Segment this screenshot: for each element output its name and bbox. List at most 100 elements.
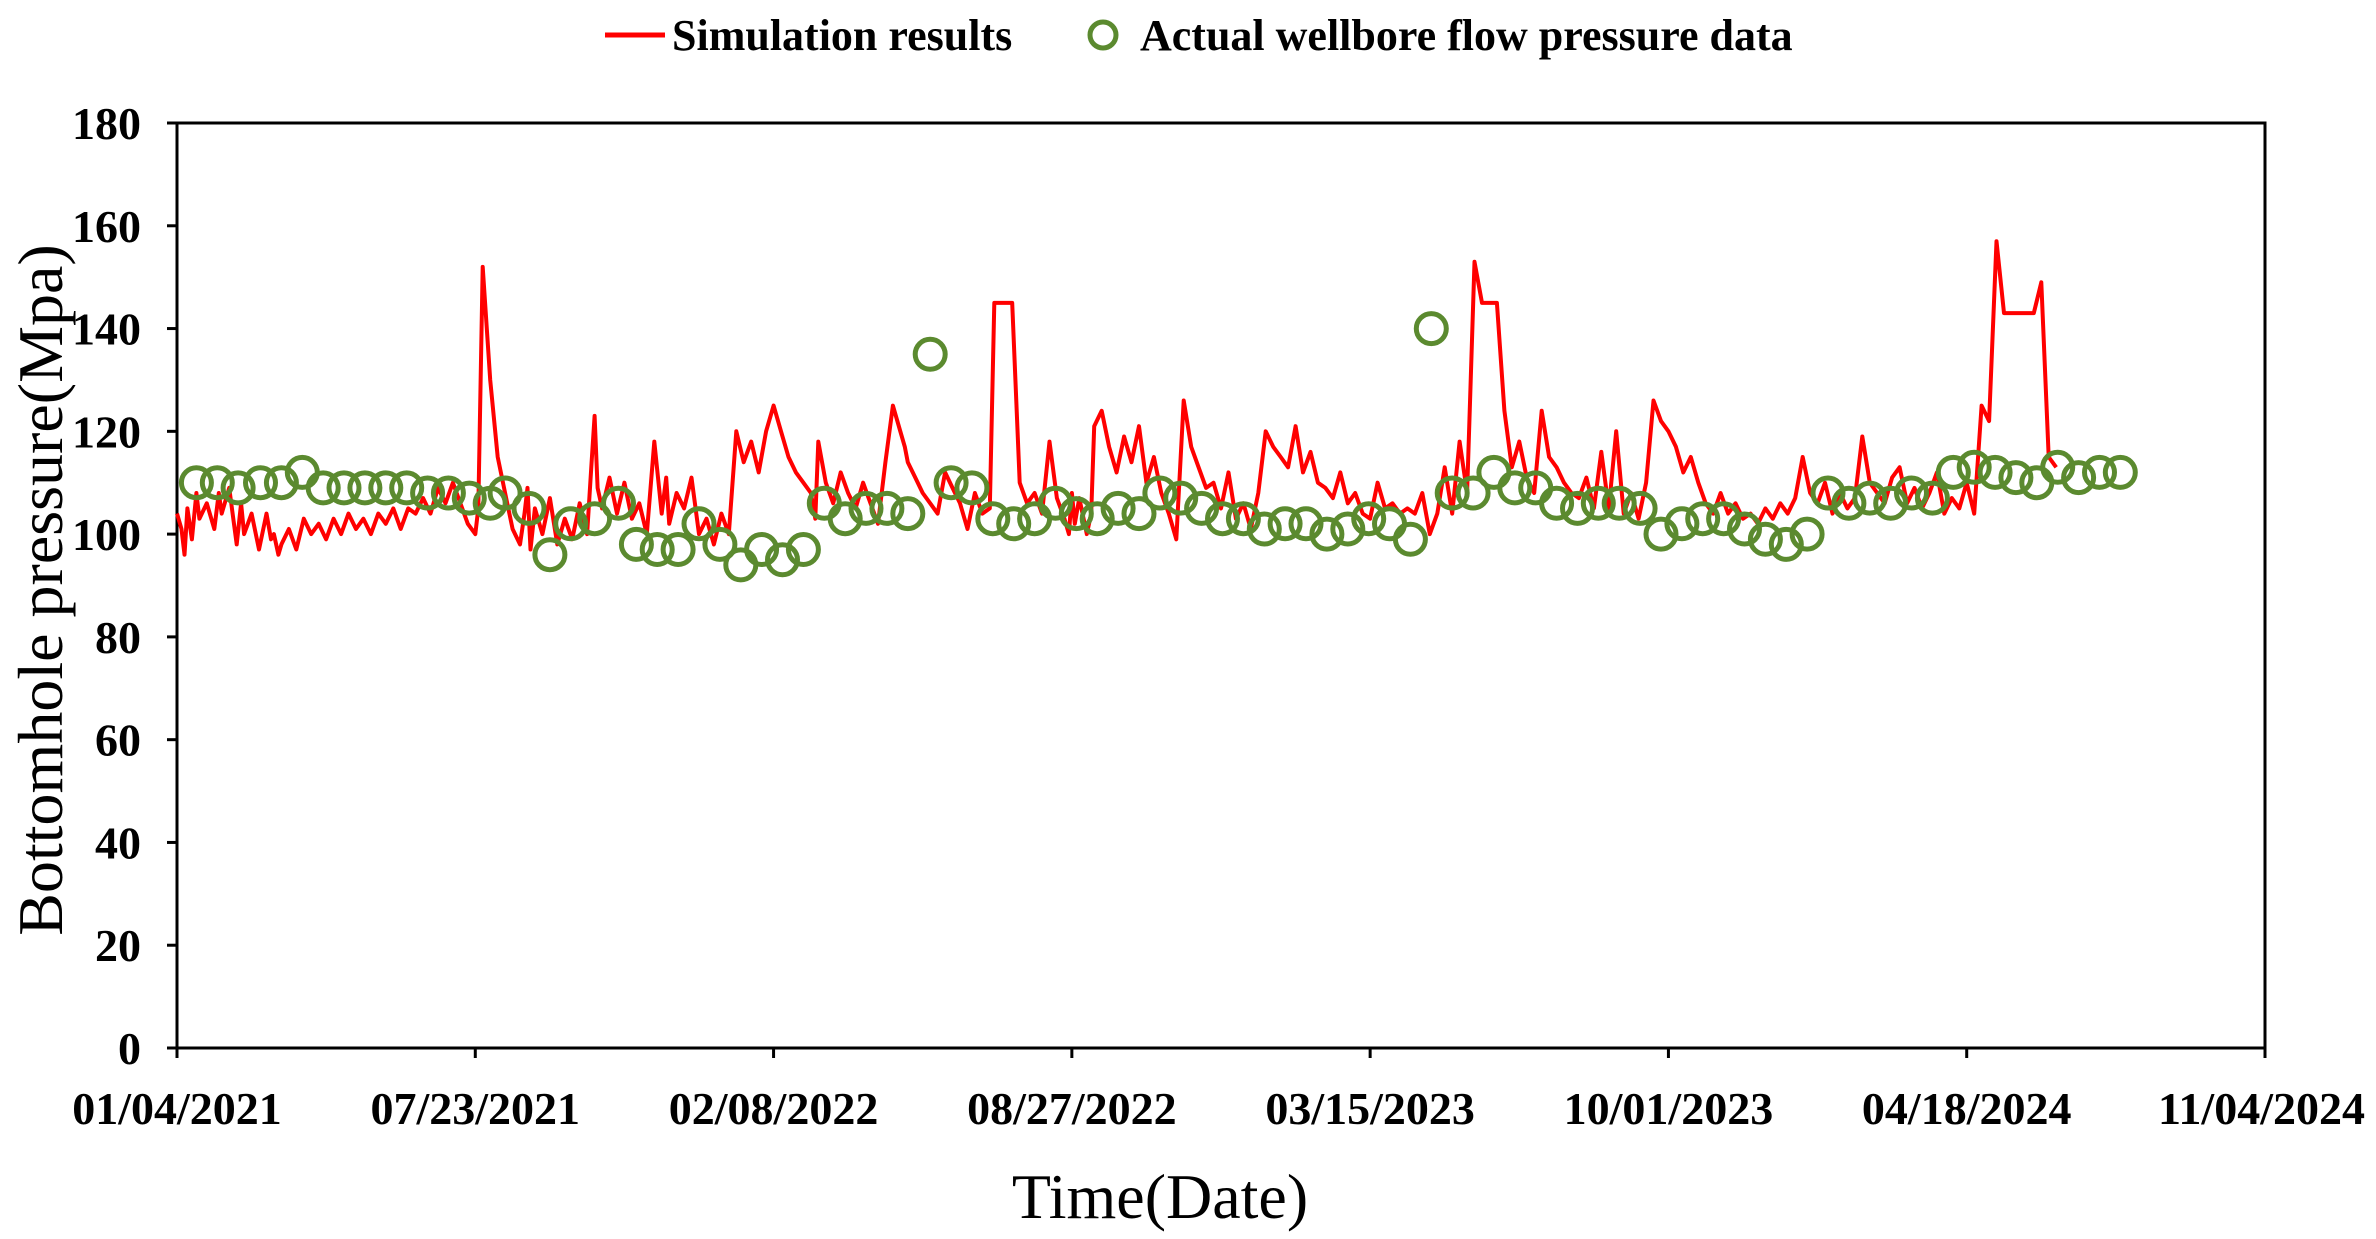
actual-data-point (1935, 454, 1971, 490)
actual-data-point (785, 532, 821, 567)
actual-data-point (1309, 516, 1345, 552)
actual-data-point (1956, 449, 1992, 485)
x-axis-ticks: 01/04/2021 07/23/2021 02/08/2022 08/27/2022… (72, 1048, 2365, 1134)
x-tick-label: 02/08/2022 (669, 1083, 879, 1134)
actual-data-point (933, 465, 969, 501)
actual-data-point (2061, 460, 2097, 496)
actual-data-point (532, 537, 568, 573)
actual-data-point (618, 526, 654, 562)
actual-data-point (1058, 496, 1094, 532)
y-tick-label: 0 (118, 1023, 141, 1074)
y-tick-label: 160 (72, 201, 141, 252)
actual-data-point (1038, 485, 1073, 521)
actual-data-point (1914, 480, 1950, 516)
actual-data-point (389, 470, 425, 506)
actual-data-point (1580, 485, 1616, 521)
y-tick-label: 80 (95, 612, 141, 663)
plot-area-frame (175, 121, 2267, 1050)
actual-data-point (1643, 516, 1679, 552)
actual-data-point (1455, 475, 1491, 511)
actual-data-point (1330, 511, 1366, 547)
x-axis-title: Time(Date) (1012, 1161, 1308, 1232)
actual-data-point (954, 470, 990, 506)
actual-data-point (326, 470, 362, 506)
actual-data-point (601, 485, 636, 521)
actual-data-point (827, 501, 863, 537)
actual-data-point (1560, 490, 1595, 526)
actual-data-point (1246, 511, 1282, 547)
actual-data-point (220, 470, 256, 506)
actual-data-point (639, 532, 675, 567)
x-tick-label: 11/04/2024 (2158, 1083, 2365, 1134)
x-tick-label: 08/27/2022 (967, 1083, 1177, 1134)
actual-data-point (243, 465, 278, 501)
actual-data-point (1894, 475, 1929, 511)
actual-data-point (660, 532, 696, 567)
actual-data-point (1664, 506, 1700, 542)
actual-data-point (2040, 449, 2076, 485)
actual-data-point (178, 465, 214, 501)
actual-data-point (1810, 475, 1846, 511)
actual-data-point (1873, 485, 1909, 521)
actual-data-point (1184, 490, 1220, 526)
actual-data-point (975, 501, 1011, 537)
actual-data-point (1413, 311, 1449, 347)
actual-data-point (681, 506, 717, 542)
x-tick-label: 01/04/2021 (72, 1083, 282, 1134)
actual-data-point (1789, 516, 1825, 552)
actual-data-point (912, 336, 948, 372)
actual-data-point (1079, 501, 1115, 537)
actual-data-point (263, 465, 299, 501)
legend: Simulation results Actual wellbore flow … (605, 11, 1793, 60)
actual-data-point (305, 470, 341, 506)
legend-label-simulation: Simulation results (672, 11, 1012, 60)
actual-data-point (1225, 501, 1261, 537)
actual-data-point (511, 490, 547, 526)
actual-data-point (765, 542, 800, 578)
actual-data-point (2102, 454, 2138, 490)
actual-data-point (1142, 475, 1178, 511)
actual-data-point (1163, 480, 1199, 516)
actual-data-point (430, 475, 466, 511)
x-tick-label: 10/01/2023 (1564, 1083, 1774, 1134)
y-tick-label: 20 (95, 920, 141, 971)
actual-data-point (1351, 501, 1387, 537)
y-axis-ticks: 0 20 40 60 80 100 120 140 160 180 (72, 98, 177, 1074)
actual-data-point (848, 490, 884, 526)
actual-data-point (1100, 490, 1136, 526)
y-tick-label: 140 (72, 304, 141, 355)
legend-marker-actual (1087, 19, 1119, 51)
actual-data-point (577, 501, 613, 537)
series-markers-actual (178, 311, 2138, 583)
actual-data-point (1205, 501, 1240, 537)
y-tick-label: 180 (72, 98, 141, 149)
actual-data-point (1497, 470, 1533, 506)
actual-data-point (1727, 511, 1762, 547)
actual-data-point (368, 470, 404, 506)
actual-data-point (1685, 501, 1721, 537)
y-tick-label: 120 (72, 406, 141, 457)
actual-data-point (996, 506, 1032, 542)
actual-data-point (1121, 496, 1157, 532)
actual-data-point (1977, 454, 2013, 490)
actual-data-point (1392, 521, 1428, 557)
y-tick-label: 100 (72, 509, 141, 560)
actual-data-point (869, 490, 905, 526)
y-tick-label: 40 (95, 817, 141, 868)
actual-data-point (1831, 485, 1867, 521)
actual-data-point (1768, 526, 1804, 562)
x-tick-label: 03/15/2023 (1265, 1083, 1475, 1134)
actual-data-point (410, 475, 446, 511)
actual-data-point (451, 480, 487, 516)
actual-data-point (2082, 454, 2117, 490)
x-tick-label: 04/18/2024 (1862, 1083, 2072, 1134)
actual-data-point (1622, 490, 1658, 526)
actual-data-point (744, 532, 780, 567)
x-tick-label: 07/23/2021 (371, 1083, 581, 1134)
actual-data-point (890, 496, 926, 532)
actual-data-point (1706, 501, 1742, 537)
actual-data-point (1539, 485, 1575, 521)
actual-data-point (1747, 521, 1783, 557)
